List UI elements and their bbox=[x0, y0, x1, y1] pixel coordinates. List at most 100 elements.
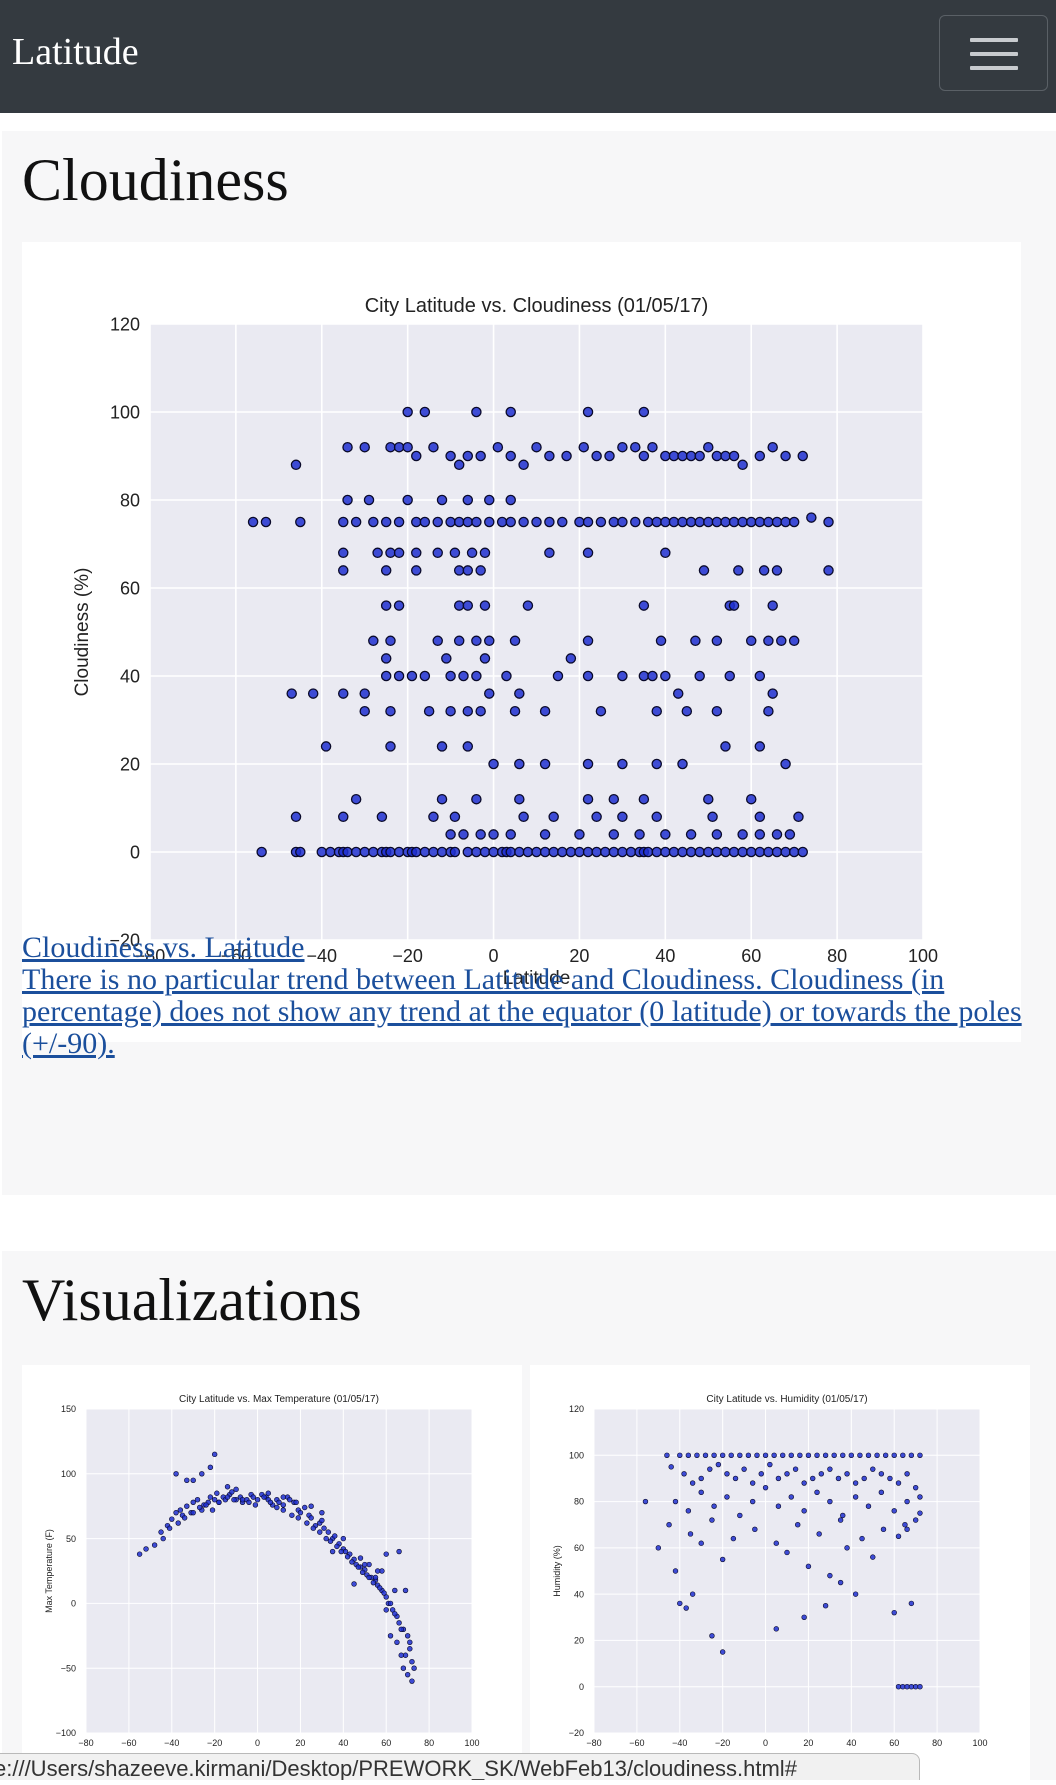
scatter-point bbox=[380, 600, 392, 611]
scatter-point bbox=[539, 846, 551, 858]
scatter-point bbox=[441, 653, 452, 664]
scatter-point bbox=[754, 516, 766, 528]
scatter-point bbox=[374, 1568, 381, 1574]
scatter-point bbox=[445, 829, 456, 840]
scatter-point bbox=[677, 1600, 683, 1607]
scatter-point bbox=[642, 846, 654, 858]
scatter-point bbox=[475, 565, 486, 576]
scatter-point bbox=[651, 705, 662, 717]
scatter-point bbox=[321, 1525, 327, 1531]
scatter-point bbox=[462, 516, 474, 528]
scatter-point bbox=[703, 846, 714, 858]
scatter-point bbox=[393, 670, 405, 682]
scatter-point bbox=[720, 516, 731, 528]
y-axis-label: Humidity (%) bbox=[552, 1545, 562, 1597]
scatter-point bbox=[865, 1452, 872, 1458]
scatter-point bbox=[561, 450, 572, 462]
scatter-point bbox=[368, 846, 379, 858]
visualizations-card: Visualizations −80 −60 −40 −20 0 20 40 60 80 100−… bbox=[2, 1251, 1056, 1785]
scatter-point bbox=[319, 1517, 325, 1524]
scatter-point bbox=[767, 441, 778, 453]
scatter-point bbox=[267, 1499, 274, 1506]
scatter-point bbox=[683, 1605, 689, 1611]
scatter-point bbox=[660, 670, 671, 682]
scatter-point bbox=[771, 1452, 777, 1458]
scatter-point bbox=[407, 1639, 413, 1645]
scatter-point bbox=[878, 1471, 885, 1477]
cloudiness-description-link[interactable]: Cloudiness vs. Latitude There is no part… bbox=[22, 932, 1032, 1060]
scatter-point bbox=[780, 1452, 786, 1458]
scatter-point bbox=[720, 741, 731, 752]
scatter-point bbox=[737, 516, 748, 528]
x-tick-label: 80 bbox=[424, 1738, 434, 1748]
scatter-point bbox=[471, 406, 482, 418]
scatter-point bbox=[793, 811, 804, 823]
scatter-point bbox=[355, 1564, 362, 1570]
scatter-point bbox=[703, 441, 714, 453]
scatter-point bbox=[689, 1591, 696, 1597]
scatter-point bbox=[685, 846, 697, 858]
navbar-toggle-button[interactable] bbox=[939, 15, 1048, 91]
scatter-point bbox=[595, 705, 607, 717]
scatter-point bbox=[190, 1477, 196, 1483]
scatter-point bbox=[539, 829, 551, 840]
scatter-point bbox=[709, 1517, 715, 1523]
humidity-chart: −80 −60 −40 −20 0 20 40 60 80 100 −20 0 20 40 60 80 100 1… bbox=[530, 1365, 1030, 1785]
scatter-point bbox=[745, 516, 757, 528]
x-tick-label: 20 bbox=[803, 1738, 813, 1748]
scatter-point bbox=[891, 1452, 897, 1458]
x-tick-label: 60 bbox=[889, 1738, 899, 1748]
scatter-point bbox=[393, 846, 405, 858]
scatter-point bbox=[578, 441, 589, 453]
scatter-point bbox=[874, 1452, 880, 1458]
y-tick-label: −20 bbox=[569, 1728, 584, 1738]
x-tick-label: 80 bbox=[827, 946, 847, 966]
scatter-point bbox=[758, 1471, 764, 1477]
scatter-point bbox=[737, 829, 748, 840]
scatter-point bbox=[694, 450, 705, 462]
scatter-point bbox=[398, 1626, 404, 1633]
scatter-point bbox=[660, 547, 671, 559]
scatter-point bbox=[749, 1498, 756, 1505]
scatter-point bbox=[359, 705, 370, 717]
scatter-point bbox=[784, 1549, 790, 1556]
scatter-point bbox=[672, 688, 684, 699]
scatter-point bbox=[617, 441, 628, 453]
scatter-point bbox=[411, 846, 422, 858]
scatter-point bbox=[449, 547, 461, 559]
scatter-point bbox=[286, 688, 297, 699]
x-tick-label: −40 bbox=[672, 1738, 687, 1748]
scatter-point bbox=[904, 1471, 910, 1477]
scatter-point bbox=[453, 459, 465, 471]
scatter-point bbox=[409, 1678, 415, 1684]
scatter-point bbox=[338, 1548, 344, 1555]
y-tick-label: −100 bbox=[56, 1728, 76, 1738]
scatter-point bbox=[737, 846, 748, 858]
scatter-point bbox=[432, 547, 443, 559]
scatter-point bbox=[479, 600, 491, 611]
scatter-point bbox=[453, 565, 465, 576]
scatter-point bbox=[287, 1497, 293, 1503]
scatter-point bbox=[694, 516, 705, 528]
scatter-point bbox=[158, 1529, 164, 1535]
scatter-point bbox=[514, 688, 525, 699]
scatter-point bbox=[582, 406, 594, 418]
scatter-point bbox=[332, 1533, 338, 1539]
scatter-point bbox=[685, 1508, 692, 1514]
scatter-point bbox=[393, 547, 405, 559]
scatter-point bbox=[827, 1466, 833, 1472]
scatter-point bbox=[428, 441, 439, 453]
navbar-brand[interactable]: Latitude bbox=[12, 31, 139, 73]
scatter-point bbox=[404, 1671, 411, 1678]
scatter-point bbox=[754, 1452, 760, 1458]
scatter-point bbox=[471, 670, 482, 682]
scatter-point bbox=[823, 516, 834, 528]
scatter-point bbox=[780, 516, 791, 528]
scatter-point bbox=[647, 441, 658, 453]
x-tick-label: −40 bbox=[164, 1738, 179, 1748]
scatter-point bbox=[638, 670, 650, 682]
scatter-point bbox=[350, 846, 362, 858]
scatter-point bbox=[784, 829, 796, 840]
scatter-point bbox=[752, 1526, 758, 1533]
scatter-point bbox=[380, 565, 392, 576]
